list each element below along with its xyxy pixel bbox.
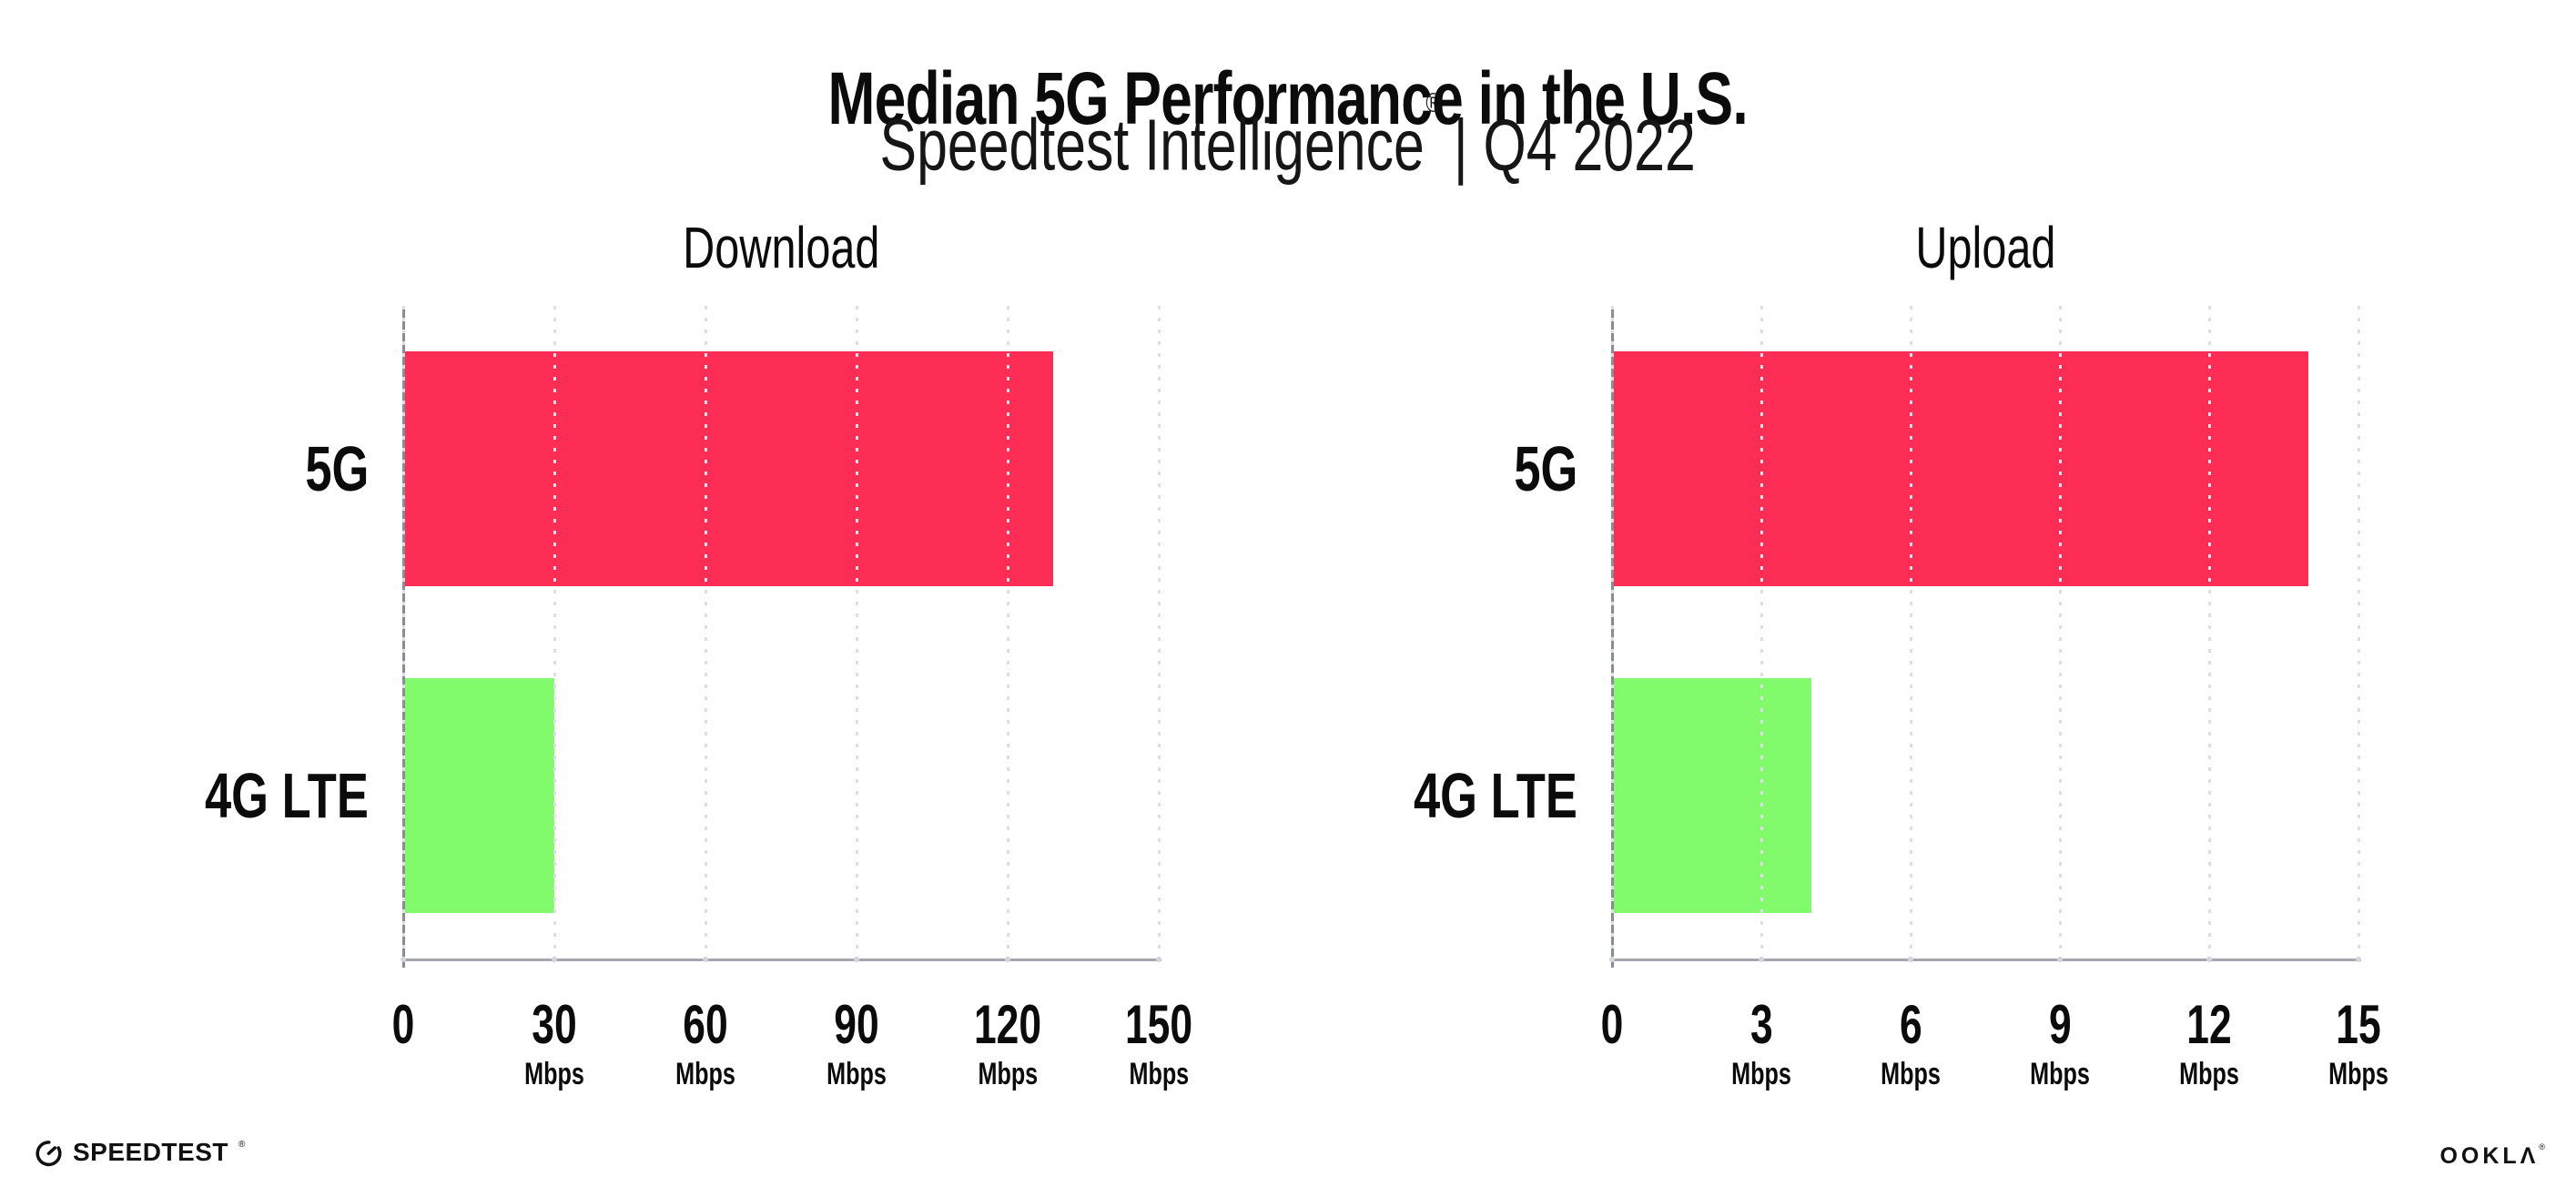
axis-tick-dot — [401, 957, 406, 962]
gridline-12 — [2207, 306, 2211, 959]
chart-title-download: Download — [403, 215, 1159, 280]
gridline-0 — [401, 306, 405, 959]
registered-mark-icon: ® — [1425, 88, 1442, 118]
subtitle: Speedtest Intelligence® | Q4 2022 — [0, 88, 2576, 189]
gridline-15 — [2357, 306, 2360, 959]
axis-tick-dot — [1759, 957, 1764, 962]
upload-chart: Upload 5G 4G LTE 0 3 Mbps 6 Mbps 9 Mbps 12 Mbps 15 M… — [1414, 215, 2388, 1091]
chart-title-upload-text: Upload — [1914, 215, 2056, 280]
chart-title-download-text: Download — [682, 215, 880, 280]
x-tick-9: 9 Mbps — [2030, 994, 2090, 1092]
x-tick-12: 12 Mbps — [2179, 994, 2239, 1092]
x-tick-3: 3 Mbps — [1731, 994, 1791, 1092]
category-label-5g: 5G — [1513, 433, 1577, 505]
axis-tick-dot — [1609, 957, 1615, 962]
subtitle-period: | Q4 2022 — [1454, 104, 1697, 186]
ookla-registered-mark-icon: ® — [2539, 1141, 2545, 1151]
axis-tick-dot — [2057, 957, 2063, 962]
speedtest-logo: SPEEDTEST ® — [35, 1138, 245, 1167]
x-tick-90: 90 Mbps — [827, 994, 887, 1092]
x-tick-30: 30 Mbps — [524, 994, 584, 1092]
gridline-150 — [1157, 306, 1161, 959]
category-label-4g-lte: 4G LTE — [205, 759, 369, 831]
axis-tick-dot — [1005, 957, 1010, 962]
axis-tick-dot — [1156, 957, 1161, 962]
bar-5g — [403, 351, 1053, 587]
category-label-5g: 5G — [304, 433, 369, 505]
category-label-4g-lte: 4G LTE — [1414, 759, 1577, 831]
axis-tick-dot — [854, 957, 859, 962]
axis-tick-dot — [1908, 957, 1913, 962]
x-tick-0: 0 — [391, 994, 415, 1055]
x-tick-120: 120 Mbps — [973, 994, 1042, 1092]
speedtest-gauge-icon — [35, 1140, 62, 1166]
page-title-text: Median 5G Performance in the U.S. — [827, 56, 1749, 140]
x-tick-6: 6 Mbps — [1881, 994, 1941, 1092]
gridline-0 — [1610, 306, 1614, 959]
gridline-120 — [1006, 306, 1009, 959]
x-tick-0: 0 — [1600, 994, 1624, 1055]
download-chart: Download 5G 4G LTE 0 30 Mbps 60 Mbps 90 Mbps 120 M… — [205, 215, 1192, 1091]
page-title: Median 5G Performance in the U.S. — [0, 57, 2576, 141]
x-tick-60: 60 Mbps — [675, 994, 735, 1092]
bar-5g — [1612, 351, 2309, 587]
subtitle-brand: Speedtest Intelligence — [879, 104, 1425, 186]
ookla-logo: OOKLΛ® — [2439, 1141, 2545, 1170]
axis-tick-dot — [552, 957, 557, 962]
gridline-3 — [1760, 306, 1763, 959]
axis-tick-dot — [2356, 957, 2361, 962]
x-tick-150: 150 Mbps — [1124, 994, 1193, 1092]
gridline-9 — [2058, 306, 2062, 959]
chart-title-upload: Upload — [1612, 215, 2358, 280]
ookla-wordmark: OOKLΛ — [2439, 1143, 2540, 1169]
axis-tick-dot — [703, 957, 708, 962]
axis-tick-dot — [2206, 957, 2212, 962]
gridline-60 — [704, 306, 707, 959]
bar-4g-lte — [403, 677, 554, 913]
gridline-6 — [1909, 306, 1912, 959]
gridline-90 — [855, 306, 858, 959]
gridline-30 — [553, 306, 556, 959]
speedtest-wordmark: SPEEDTEST — [73, 1138, 228, 1166]
speedtest-registered-mark-icon: ® — [238, 1139, 246, 1150]
x-tick-15: 15 Mbps — [2328, 994, 2388, 1092]
bar-4g-lte — [1612, 677, 1811, 913]
